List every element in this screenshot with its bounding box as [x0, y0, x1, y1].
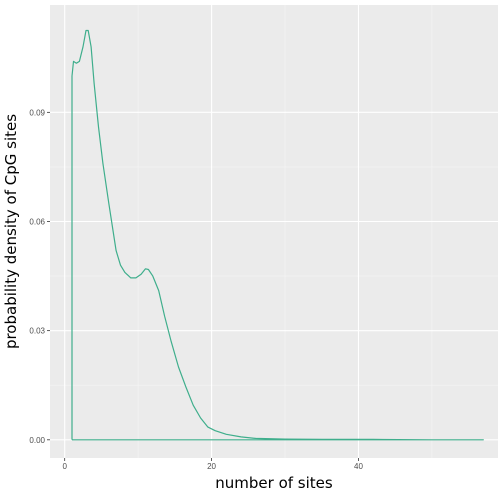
y-tick-label: 0.06: [29, 217, 45, 226]
x-tick-label: 20: [207, 462, 216, 471]
minor-gridlines: [50, 5, 498, 458]
y-tick-label: 0.03: [29, 327, 45, 336]
x-tick-label: 0: [62, 462, 67, 471]
y-axis-title: probability density of CpG sites: [2, 114, 20, 349]
series-group: [71, 29, 484, 441]
x-tick-label: 40: [354, 462, 363, 471]
x-axis: 0 20 40: [62, 458, 363, 471]
plot-panel: [50, 5, 498, 458]
density-line: [71, 29, 484, 441]
x-axis-title: number of sites: [215, 474, 333, 492]
y-tick-label: 0.00: [29, 436, 45, 445]
y-tick-label: 0.09: [29, 108, 45, 117]
y-axis: 0.00 0.03 0.06 0.09: [29, 108, 50, 445]
